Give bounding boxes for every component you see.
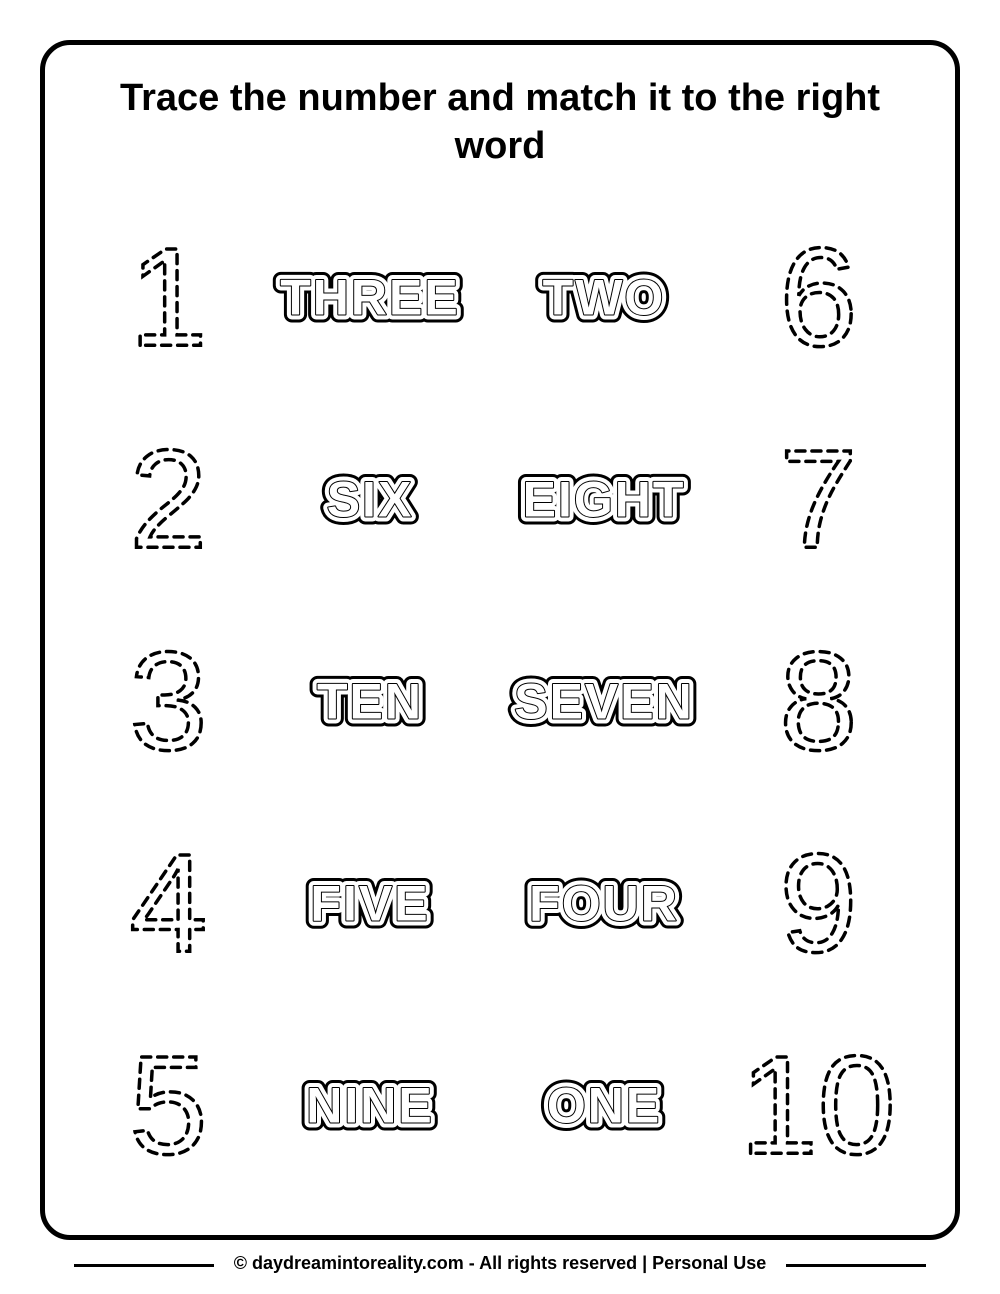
word-ten: TEN TEN TEN TEN <box>298 668 442 733</box>
svg-text:TWO: TWO <box>543 269 666 325</box>
word-three: THREE THREE THREE THREE <box>260 264 480 329</box>
trace-number-5: 5 <box>115 1027 222 1181</box>
trace-number-6: 6 <box>765 219 872 373</box>
word-four: FOUR FOUR FOUR FOUR <box>513 870 695 935</box>
word-one: ONE ONE ONE ONE <box>532 1072 676 1137</box>
svg-text:4: 4 <box>130 825 208 979</box>
worksheet-title: Trace the number and match it to the rig… <box>45 45 955 180</box>
trace-number-7: 7 <box>765 421 872 575</box>
svg-text:2: 2 <box>130 421 208 575</box>
trace-number-9: 9 <box>765 825 872 979</box>
footer: © daydreamintoreality.com - All rights r… <box>0 1253 1000 1274</box>
svg-text:EIGHT: EIGHT <box>523 471 686 527</box>
word-five: FIVE FIVE FIVE FIVE <box>279 870 461 935</box>
trace-number-2: 2 <box>115 421 222 575</box>
svg-text:SEVEN: SEVEN <box>514 673 694 729</box>
trace-number-4: 4 <box>115 825 222 979</box>
svg-text:TEN: TEN <box>317 673 423 729</box>
svg-text:8: 8 <box>779 623 857 777</box>
svg-text:3: 3 <box>130 623 208 777</box>
svg-text:7: 7 <box>779 421 857 575</box>
svg-text:FOUR: FOUR <box>529 875 679 931</box>
word-eight: EIGHT EIGHT EIGHT EIGHT <box>494 466 714 531</box>
trace-number-8: 8 <box>765 623 872 777</box>
trace-number-10: 10 <box>721 1027 915 1181</box>
trace-number-1: 1 <box>115 219 222 373</box>
svg-text:9: 9 <box>779 825 857 979</box>
svg-text:10: 10 <box>740 1027 896 1181</box>
svg-text:1: 1 <box>130 219 208 373</box>
word-nine: NINE NINE NINE NINE <box>279 1072 461 1137</box>
footer-text: © daydreamintoreality.com - All rights r… <box>214 1253 787 1274</box>
svg-text:ONE: ONE <box>547 1077 661 1133</box>
svg-text:FIVE: FIVE <box>310 875 429 931</box>
svg-text:THREE: THREE <box>280 269 459 325</box>
word-seven: SEVEN SEVEN SEVEN SEVEN <box>494 668 714 733</box>
svg-text:NINE: NINE <box>306 1077 433 1133</box>
word-two: TWO TWO TWO TWO <box>532 264 676 329</box>
trace-number-3: 3 <box>115 623 222 777</box>
svg-text:SIX: SIX <box>326 471 413 527</box>
worksheet-frame: Trace the number and match it to the rig… <box>40 40 960 1240</box>
svg-text:5: 5 <box>130 1027 208 1181</box>
svg-text:6: 6 <box>779 219 857 373</box>
worksheet-grid: 1 THREE THREE THREE THREE TWO TWO TWO TW… <box>45 180 955 1220</box>
word-six: SIX SIX SIX SIX <box>298 466 442 531</box>
